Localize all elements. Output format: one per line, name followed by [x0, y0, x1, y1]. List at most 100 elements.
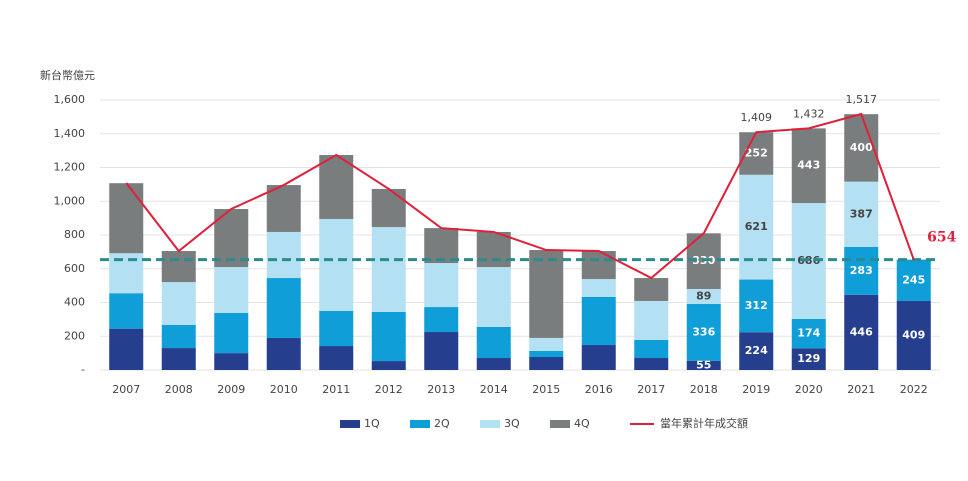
- data-label: 252: [745, 146, 768, 159]
- y-axis-title: 新台幣億元: [40, 68, 95, 82]
- total-line: [125, 112, 915, 280]
- bar-segment: [791, 348, 826, 370]
- bar-segment: [844, 181, 879, 247]
- x-tick-label: 2018: [690, 383, 718, 396]
- y-tick-label: 1,000: [54, 194, 86, 207]
- legend-swatch: [480, 420, 500, 428]
- bar-segment: [791, 128, 826, 204]
- y-tick-label: 600: [64, 262, 85, 275]
- data-label: 400: [850, 141, 873, 154]
- bar-segment: [581, 345, 616, 370]
- bar-segment: [319, 346, 354, 370]
- legend-swatch: [340, 420, 360, 428]
- bar-segment: [686, 289, 721, 305]
- bar-segment: [739, 174, 774, 280]
- x-tick-label: 2019: [742, 383, 770, 396]
- data-label: 245: [902, 273, 925, 286]
- x-tick-label: 2008: [165, 383, 193, 396]
- bar-segment: [424, 332, 459, 370]
- bar-segment: [109, 328, 144, 370]
- bar-segment: [529, 250, 564, 338]
- bar-segment: [529, 357, 564, 370]
- x-tick-label: 2017: [637, 383, 665, 396]
- bar-segment: [266, 337, 301, 370]
- data-label: 409: [902, 328, 925, 341]
- bar-segment: [371, 188, 406, 228]
- x-tick-label: 2012: [375, 383, 403, 396]
- data-label: 443: [797, 159, 820, 172]
- bar-segment: [214, 312, 249, 354]
- y-tick-label: 1,200: [54, 161, 86, 174]
- x-tick-label: 2015: [532, 383, 560, 396]
- data-label: 129: [797, 352, 820, 365]
- bar-segment: [476, 326, 511, 359]
- bar-segment: [424, 228, 459, 264]
- bar-segment: [109, 293, 144, 329]
- y-tick-label: 400: [64, 296, 85, 309]
- legend-label: 3Q: [504, 417, 520, 430]
- bar-segment: [634, 300, 669, 340]
- bar-segment: [634, 358, 669, 370]
- bar-segment: [161, 348, 196, 370]
- bar-segment: [581, 279, 616, 297]
- x-tick-label: 2007: [112, 383, 140, 396]
- y-tick-label: 800: [64, 228, 85, 241]
- y-tick-label: 200: [64, 329, 85, 342]
- bar-segment: [319, 218, 354, 311]
- x-tick-label: 2022: [900, 383, 928, 396]
- data-label: 312: [745, 299, 768, 312]
- legend-label: 4Q: [574, 417, 590, 430]
- bar-segment: [634, 278, 669, 301]
- y-tick-label: 1,400: [54, 127, 86, 140]
- data-label: 336: [692, 325, 715, 338]
- bar-segment: [319, 155, 354, 219]
- total-label: 1,517: [846, 93, 878, 106]
- bar-segment: [476, 267, 511, 327]
- bar-segment: [476, 231, 511, 268]
- bar-segment: [581, 296, 616, 346]
- bar-segment: [476, 358, 511, 370]
- y-tick-label: 1,600: [54, 93, 86, 106]
- bar-segment: [371, 311, 406, 362]
- x-tick-label: 2016: [585, 383, 613, 396]
- bar-segment: [214, 267, 249, 313]
- bar-segment: [266, 185, 301, 232]
- x-tick-label: 2021: [847, 383, 875, 396]
- bar-segment: [896, 300, 931, 370]
- bar-segment: [529, 337, 564, 351]
- bar-segment: [214, 353, 249, 370]
- bar-segment: [844, 246, 879, 295]
- bar-segment: [371, 227, 406, 312]
- bar-segment: [581, 251, 616, 280]
- x-tick-label: 2013: [427, 383, 455, 396]
- data-label: 446: [850, 325, 873, 338]
- bar-segment: [686, 360, 721, 370]
- bar-segment: [686, 304, 721, 361]
- bar-segment: [739, 332, 774, 370]
- bar-segment: [266, 278, 301, 338]
- bar-segment: [424, 263, 459, 308]
- bar-segment: [529, 350, 564, 358]
- legend-swatch: [410, 420, 430, 428]
- data-label: 283: [850, 264, 873, 277]
- bar-segment: [161, 324, 196, 349]
- data-label: 89: [696, 290, 711, 303]
- x-tick-label: 2014: [480, 383, 508, 396]
- y-tick-label: -: [81, 363, 85, 376]
- data-label: 621: [745, 220, 768, 233]
- total-label: 1,409: [741, 111, 773, 124]
- x-tick-label: 2020: [795, 383, 823, 396]
- bar-segment: [739, 279, 774, 333]
- data-label: 224: [745, 344, 768, 357]
- total-label: 1,432: [793, 107, 825, 120]
- data-label: 174: [797, 327, 820, 340]
- bar-segment: [844, 294, 879, 370]
- bar-segment: [424, 307, 459, 333]
- legend-label: 1Q: [364, 417, 380, 430]
- x-tick-label: 2010: [270, 383, 298, 396]
- bar-segment: [266, 231, 301, 279]
- bar-segment: [109, 183, 144, 254]
- bar-segment: [896, 259, 931, 301]
- data-label: 387: [850, 207, 873, 220]
- legend-label: 2Q: [434, 417, 450, 430]
